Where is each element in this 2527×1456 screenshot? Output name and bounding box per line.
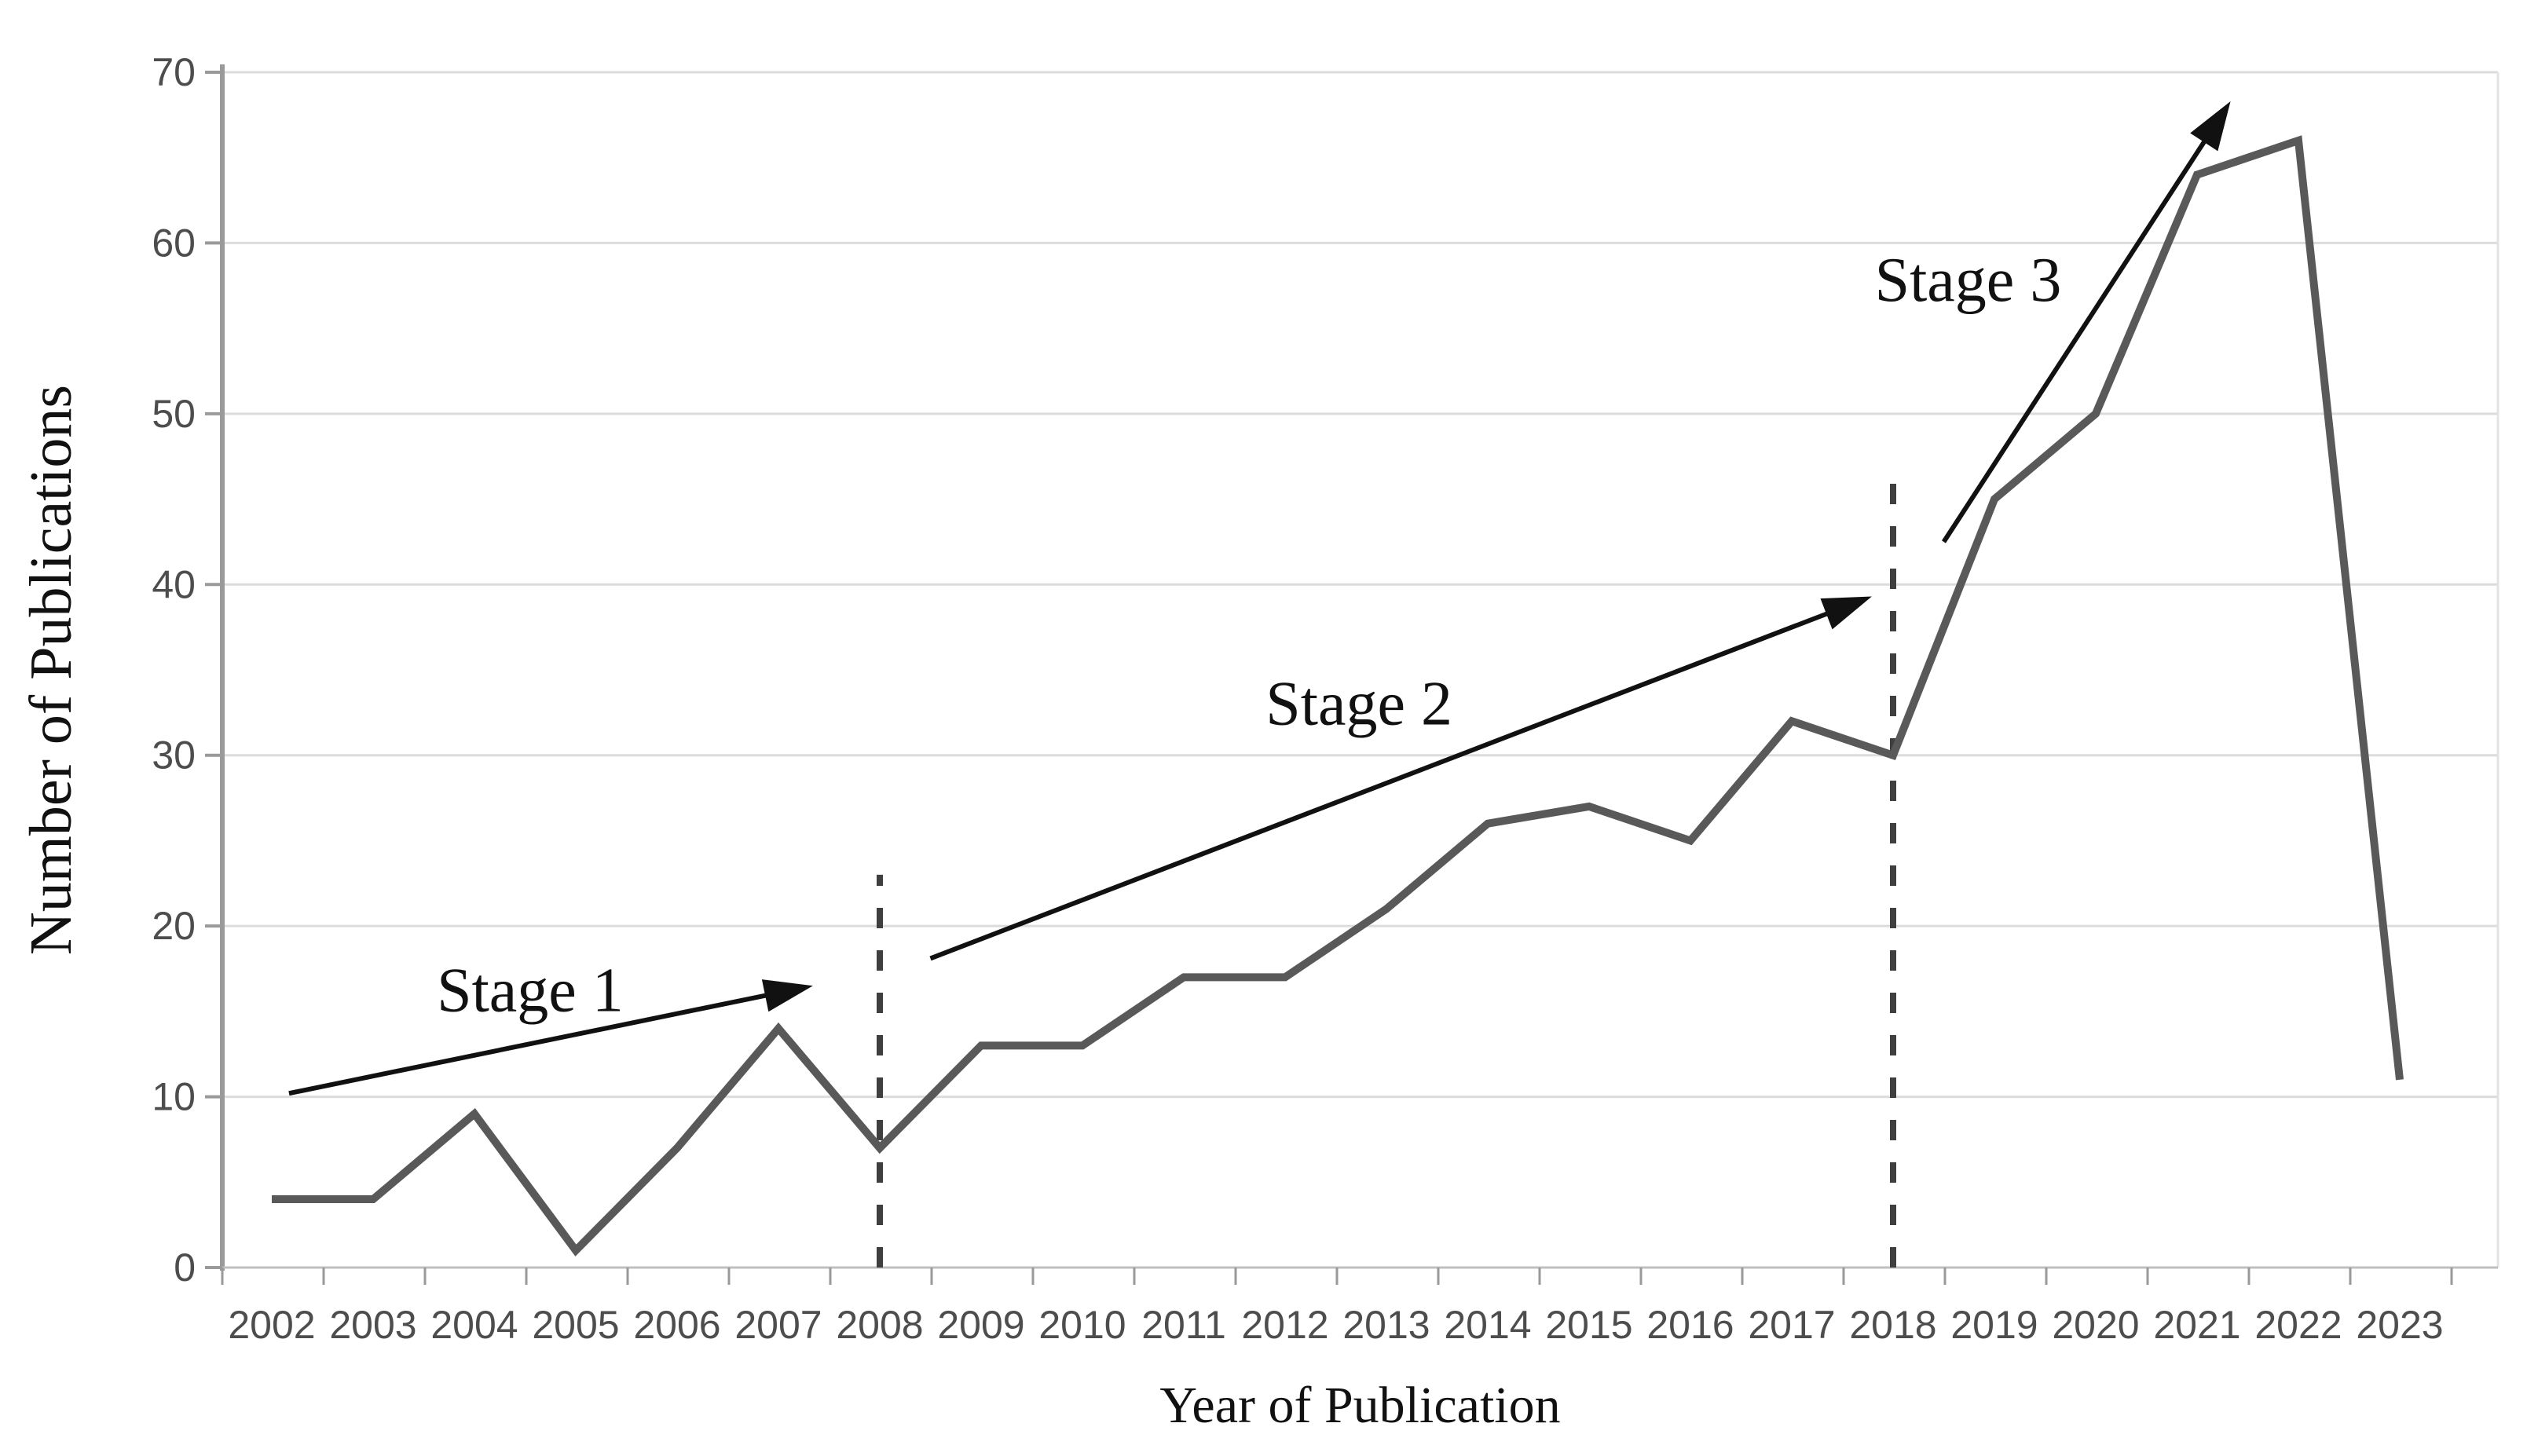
x-tick-label-2009: 2009 (937, 1303, 1024, 1347)
x-tick-label-2012: 2012 (1241, 1303, 1328, 1347)
x-tick-label-2004: 2004 (430, 1303, 518, 1347)
x-tick-label-2022: 2022 (2254, 1303, 2342, 1347)
x-tick-label-2008: 2008 (836, 1303, 923, 1347)
x-tick-label-2023: 2023 (2356, 1303, 2443, 1347)
x-tick-label-2007: 2007 (734, 1303, 822, 1347)
x-tick-label-2015: 2015 (1545, 1303, 1632, 1347)
y-tick-label-30: 30 (152, 733, 196, 777)
x-tick-label-2021: 2021 (2153, 1303, 2240, 1347)
stage-label-2: Stage 2 (1265, 669, 1452, 738)
stage-label-3: Stage 3 (1875, 246, 2062, 315)
x-tick-label-2010: 2010 (1038, 1303, 1126, 1347)
x-tick-label-2019: 2019 (1950, 1303, 2038, 1347)
y-tick-label-0: 0 (174, 1246, 196, 1290)
x-tick-label-2006: 2006 (633, 1303, 720, 1347)
x-tick-label-2017: 2017 (1748, 1303, 1835, 1347)
y-tick-label-10: 10 (152, 1075, 196, 1119)
y-axis-title-text: Number of Publications (17, 384, 84, 956)
stage-arrow-shaft-3 (1941, 126, 2216, 543)
x-axis-title: Year of Publication (1159, 1377, 1561, 1434)
y-tick-label-20: 20 (152, 904, 196, 948)
y-tick-label-40: 40 (152, 562, 196, 606)
stage-label-1: Stage 1 (437, 957, 624, 1026)
y-tick-label-50: 50 (152, 392, 196, 436)
x-tick-label-2013: 2013 (1342, 1303, 1430, 1347)
y-tick-label-60: 60 (152, 221, 196, 265)
stage-arrowhead-3 (2190, 101, 2231, 152)
x-tick-label-2002: 2002 (228, 1303, 315, 1347)
x-tick-label-2018: 2018 (1849, 1303, 1936, 1347)
x-tick-label-2011: 2011 (1141, 1303, 1226, 1347)
x-tick-label-2016: 2016 (1646, 1303, 1734, 1347)
x-tick-label-2003: 2003 (329, 1303, 416, 1347)
y-axis-title: Number of Publications (0, 72, 102, 1268)
stage-arrow-shaft-1 (288, 990, 783, 1096)
x-tick-label-2005: 2005 (532, 1303, 619, 1347)
stage-arrowhead-1 (761, 979, 813, 1012)
x-tick-label-2014: 2014 (1444, 1303, 1531, 1347)
stage-arrow-shaft-2 (929, 605, 1844, 961)
stage-arrowhead-2 (1820, 596, 1872, 630)
publications-data-line (272, 135, 2404, 1257)
x-tick-label-2020: 2020 (2052, 1303, 2139, 1347)
y-tick-label-70: 70 (152, 50, 196, 94)
